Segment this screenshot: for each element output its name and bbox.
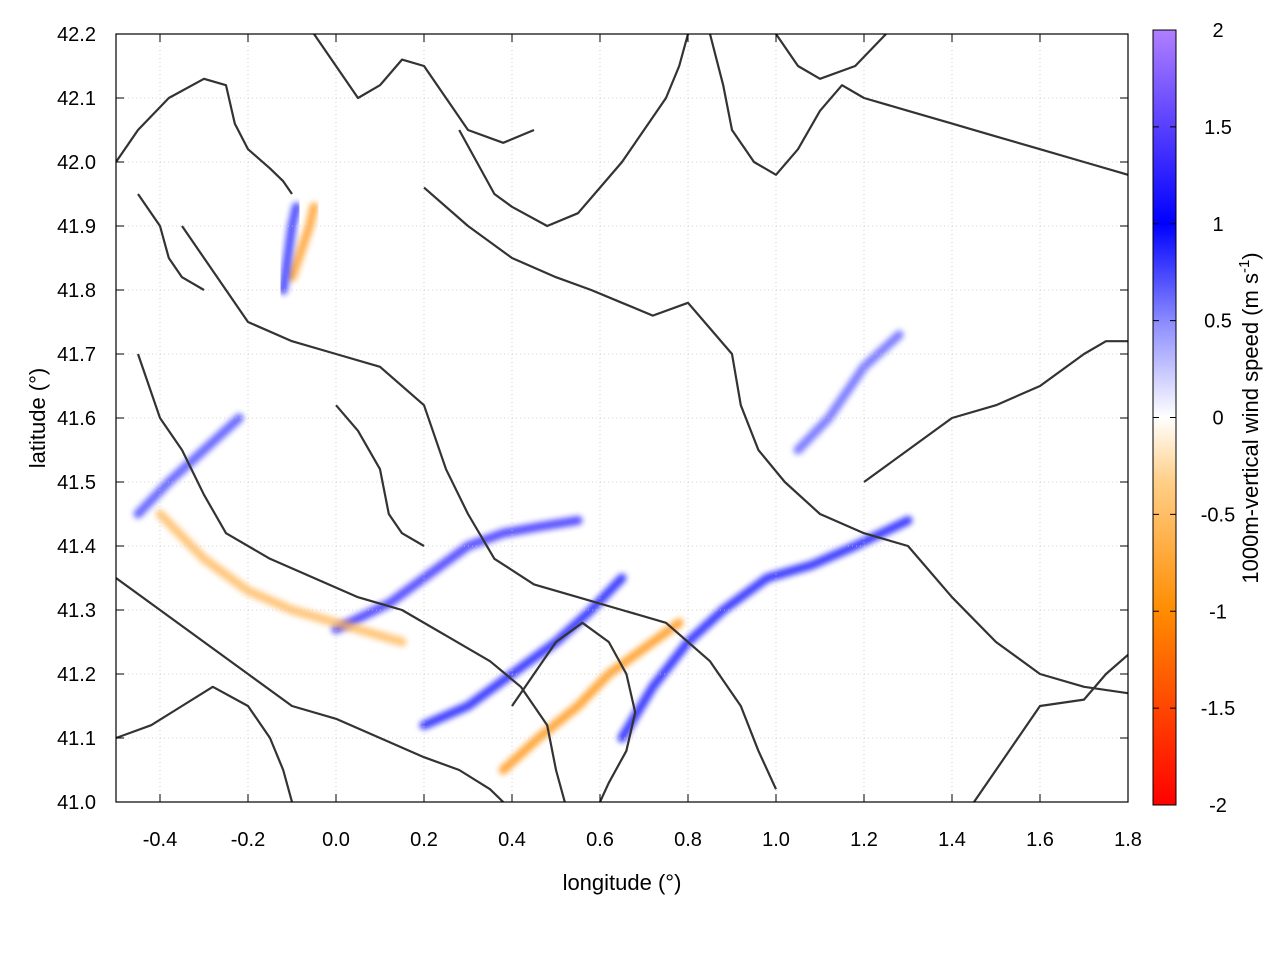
colorbar-tick-label: -2 xyxy=(1209,795,1227,817)
contour-line xyxy=(708,34,1128,176)
x-tick-label: 1.0 xyxy=(762,829,790,851)
y-axis-ticks: 41.0 41.1 41.2 41.3 41.4 41.5 41.6 41.7 41.8 41.9… xyxy=(57,24,1128,814)
colorbar-title-sup: -1 xyxy=(1236,260,1253,273)
heatmap-band-mountain-wave-north-up xyxy=(278,202,301,295)
contour-line xyxy=(775,34,887,80)
colorbar-title-main: 1000m-vertical wind speed (m s xyxy=(1238,273,1263,584)
x-tick-label: 1.6 xyxy=(1026,829,1054,851)
x-axis-title: longitude (°) xyxy=(563,870,682,895)
x-tick-label: -0.4 xyxy=(143,829,177,851)
heatmap-band-updraft-west xyxy=(133,413,244,519)
x-tick-label: 0.4 xyxy=(498,829,526,851)
y-tick-label: 42.2 xyxy=(57,24,96,46)
y-axis-title: latitude (°) xyxy=(25,368,50,469)
colorbar-ticks: 2 1.5 1 0.5 0 -0.5 -1 -1.5 -2 xyxy=(1153,20,1235,817)
x-tick-label: 1.8 xyxy=(1114,829,1142,851)
heatmap-band-updraft-coast xyxy=(793,330,904,455)
colorbar-tick-label: 1.5 xyxy=(1204,117,1232,139)
y-tick-label: 42.0 xyxy=(57,152,96,174)
x-tick-label: 0.8 xyxy=(674,829,702,851)
colorbar-tick-label: -0.5 xyxy=(1201,504,1235,526)
x-tick-label: -0.2 xyxy=(231,829,265,851)
x-tick-label: 0.6 xyxy=(586,829,614,851)
colorbar-tick-label: -1.5 xyxy=(1201,698,1235,720)
colorbar-title: 1000m-vertical wind speed (m s-1) xyxy=(1236,252,1263,583)
y-tick-label: 41.5 xyxy=(57,472,96,494)
y-tick-label: 41.6 xyxy=(57,408,96,430)
contour-line xyxy=(136,353,566,802)
colorbar-tick-label: 0.5 xyxy=(1204,311,1232,333)
contour-line xyxy=(458,34,690,228)
y-tick-label: 41.9 xyxy=(57,216,96,238)
y-tick-label: 41.1 xyxy=(57,728,96,750)
contour-line xyxy=(181,225,777,790)
y-tick-label: 42.1 xyxy=(57,88,96,110)
contour-line xyxy=(335,404,425,547)
heatmap-band-updraft-band-east xyxy=(617,515,913,743)
heatmap-band-downdraft-band-south xyxy=(498,618,684,775)
contour-line xyxy=(116,77,293,195)
x-tick-label: 0.2 xyxy=(410,829,438,851)
heatmap-band-updraft-band-south xyxy=(419,573,627,730)
x-tick-label: 0.0 xyxy=(322,829,350,851)
y-tick-label: 41.0 xyxy=(57,792,96,814)
x-tick-label: 1.4 xyxy=(938,829,966,851)
y-tick-label: 41.4 xyxy=(57,536,96,558)
contour-lines xyxy=(116,34,1128,802)
x-tick-label: 1.2 xyxy=(850,829,878,851)
contour-line xyxy=(423,186,1128,695)
heatmap-field xyxy=(133,48,913,775)
contour-line xyxy=(116,577,504,802)
contour-line xyxy=(511,621,637,802)
heatmap-band-mountain-wave-north xyxy=(287,202,319,282)
colorbar-title-close: ) xyxy=(1238,252,1263,259)
y-tick-label: 41.7 xyxy=(57,344,96,366)
y-tick-label: 41.8 xyxy=(57,280,96,302)
contour-line xyxy=(137,193,205,291)
colorbar-tick-label: 1 xyxy=(1212,214,1223,236)
y-tick-label: 41.3 xyxy=(57,600,96,622)
contour-line xyxy=(973,653,1128,802)
colorbar-tick-label: 0 xyxy=(1212,408,1223,430)
contour-line xyxy=(863,340,1128,483)
colorbar-tick-label: -1 xyxy=(1209,601,1227,623)
colorbar-tick-label: 2 xyxy=(1212,20,1223,42)
contour-line xyxy=(116,685,294,802)
heatmap-band-downdraft-band-west xyxy=(155,509,407,647)
y-tick-label: 41.2 xyxy=(57,664,96,686)
x-axis-ticks: -0.4 -0.2 0.0 0.2 0.4 0.6 0.8 1.0 1.2 1.4 1.6 1.8 xyxy=(143,34,1142,851)
contour-line xyxy=(313,34,535,144)
